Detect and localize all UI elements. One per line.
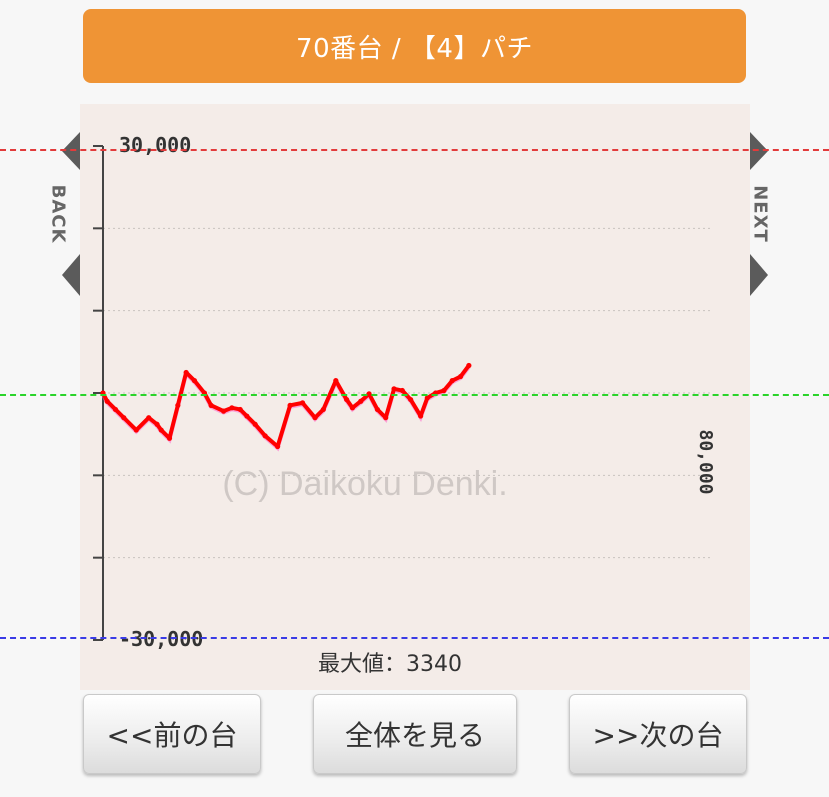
data-point: [201, 390, 208, 396]
view-all-button[interactable]: 全体を見る: [313, 694, 517, 774]
data-point: [408, 396, 414, 403]
data-point: [418, 413, 424, 419]
data-point: [220, 408, 227, 414]
data-point: [146, 415, 152, 421]
data-point: [344, 396, 350, 403]
next-machine-button[interactable]: >>次の台: [569, 694, 747, 774]
data-point: [252, 421, 258, 427]
data-point: [175, 402, 181, 408]
data-point: [183, 369, 189, 376]
data-point: [100, 390, 106, 396]
data-point: [399, 387, 405, 394]
data-point: [112, 406, 119, 413]
next-arrow-top-icon[interactable]: [750, 132, 768, 170]
data-point: [275, 443, 281, 450]
data-point: [349, 405, 356, 411]
data-point: [262, 433, 268, 439]
data-point: [449, 378, 455, 384]
data-point: [424, 395, 430, 401]
data-point: [433, 390, 439, 396]
chart-panel: [80, 104, 750, 690]
data-point: [154, 421, 160, 427]
data-point: [466, 362, 472, 369]
watermark: (C) Daikoku Denki.: [222, 465, 507, 503]
data-point: [229, 405, 235, 411]
grid-lines: [103, 227, 710, 559]
data-point: [237, 406, 243, 413]
right-axis-label: 80,000: [695, 429, 716, 494]
data-point: [366, 391, 372, 397]
data-point: [374, 406, 380, 413]
data-point: [121, 415, 127, 421]
next-arrow-bottom-icon[interactable]: [750, 254, 768, 296]
data-point: [441, 387, 447, 394]
series-layer: [100, 362, 472, 452]
max-value-label: 最大値：3340: [318, 652, 462, 677]
data-point: [299, 400, 306, 406]
back-label[interactable]: BACK: [47, 184, 69, 244]
machine-title: 70番台 / 【4】パチ: [83, 9, 746, 83]
data-point: [104, 398, 110, 404]
y-axis-ticks: [93, 145, 103, 641]
back-arrow-bottom-icon[interactable]: [62, 254, 80, 296]
data-point: [358, 398, 364, 404]
data-point: [244, 413, 250, 419]
data-point: [312, 415, 318, 421]
prev-machine-button[interactable]: <<前の台: [83, 694, 261, 774]
data-point: [133, 427, 139, 433]
data-point: [391, 386, 397, 392]
data-point: [191, 378, 198, 384]
y-tick-label-max: 30,000: [119, 133, 191, 157]
series-line: [101, 363, 471, 449]
y-tick-label-min: -30,000: [119, 627, 203, 651]
data-point: [287, 402, 293, 408]
data-point: [208, 402, 214, 408]
data-point: [158, 427, 164, 433]
next-label[interactable]: NEXT: [749, 185, 771, 243]
data-point: [457, 373, 464, 380]
data-point: [333, 378, 339, 384]
data-point: [383, 415, 389, 421]
data-point: [166, 435, 173, 441]
data-point: [320, 406, 326, 413]
back-arrow-top-icon[interactable]: [62, 132, 80, 170]
